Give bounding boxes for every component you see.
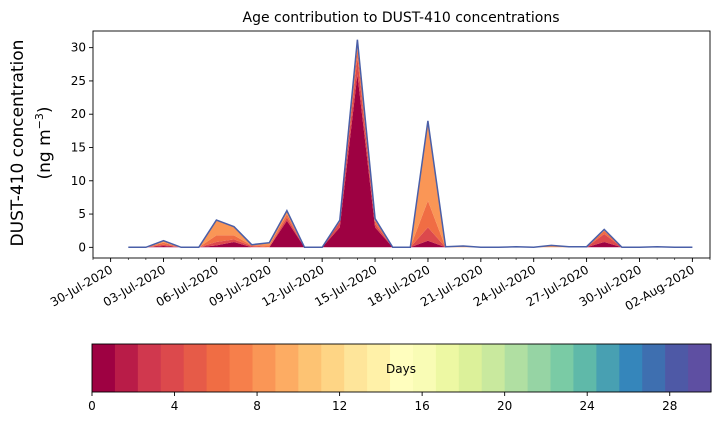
colorbar-tick-label: 12 xyxy=(332,399,347,413)
area-layer-3 xyxy=(128,47,693,248)
y-tick-label: 25 xyxy=(71,74,86,88)
colorbar-swatch xyxy=(481,344,506,392)
colorbar-swatch xyxy=(275,344,299,392)
y-axis-unit-suffix: ) xyxy=(35,106,55,113)
colorbar-swatch xyxy=(229,344,254,392)
colorbar-swatch xyxy=(252,344,277,392)
colorbar-swatch xyxy=(504,344,529,392)
y-axis-label-line2: (ng m−3) xyxy=(33,106,55,179)
colorbar-swatch xyxy=(183,344,208,392)
colorbar-swatch xyxy=(367,344,391,392)
y-tick-label: 5 xyxy=(78,207,86,221)
total-outline xyxy=(128,39,693,249)
colorbar-swatch xyxy=(114,344,139,392)
y-tick-label: 0 xyxy=(78,240,86,254)
colorbar-tick-label: 8 xyxy=(253,399,261,413)
colorbar-swatch xyxy=(344,344,368,392)
colorbar-swatch xyxy=(160,344,185,392)
x-axis: 30-Jul-202003-Jul-202006-Jul-202009-Jul-… xyxy=(48,258,711,313)
area-layers xyxy=(128,39,693,248)
colorbar-tick-label: 16 xyxy=(414,399,429,413)
colorbar-swatch xyxy=(137,344,162,392)
y-axis-unit-prefix: (ng m xyxy=(35,129,55,179)
colorbar-swatch xyxy=(642,344,666,392)
colorbar-swatch xyxy=(596,344,620,392)
colorbar-tick-label: 0 xyxy=(88,399,96,413)
y-tick-label: 15 xyxy=(71,140,86,154)
y-tick-label: 10 xyxy=(71,174,86,188)
colorbar-swatch xyxy=(550,344,575,392)
y-tick-label: 20 xyxy=(71,107,86,121)
y-axis-unit-exponent: −3 xyxy=(33,113,46,129)
colorbar-tick-label: 28 xyxy=(662,399,677,413)
colorbar-swatch xyxy=(412,344,437,392)
y-axis: 0 5 10 15 20 25 30 xyxy=(71,41,93,254)
colorbar xyxy=(92,344,712,392)
area-layer-1 xyxy=(128,74,693,248)
colorbar-label: Days xyxy=(386,362,416,376)
chart-title: Age contribution to DUST-410 concentrati… xyxy=(243,10,560,26)
plot-frame xyxy=(92,30,711,259)
colorbar-frame xyxy=(91,343,712,393)
colorbar-tick-label: 4 xyxy=(171,399,179,413)
colorbar-swatch xyxy=(92,344,116,392)
colorbar-swatch xyxy=(527,344,552,392)
colorbar-swatch xyxy=(458,344,483,392)
colorbar-swatch xyxy=(435,344,460,392)
y-axis-label: DUST-410 concentration (ng m−3) xyxy=(8,40,55,247)
area-layer-4 xyxy=(128,39,693,248)
colorbar-swatch xyxy=(619,344,643,392)
total-line xyxy=(128,39,693,249)
colorbar-swatch xyxy=(573,344,597,392)
colorbar-swatch xyxy=(298,344,322,392)
y-tick-label: 30 xyxy=(71,41,86,55)
area-layer-2 xyxy=(128,57,693,248)
colorbar-axis: 0 4 8 12 16 20 24 28 xyxy=(88,392,677,413)
colorbar-tick-label: 20 xyxy=(497,399,512,413)
y-axis-label-line1: DUST-410 concentration xyxy=(8,40,28,247)
colorbar-tick-label: 24 xyxy=(580,399,595,413)
colorbar-swatch xyxy=(321,344,345,392)
colorbar-swatch xyxy=(688,344,712,392)
colorbar-swatch xyxy=(206,344,231,392)
colorbar-swatch xyxy=(665,344,689,392)
colorbar-swatch xyxy=(390,344,414,392)
